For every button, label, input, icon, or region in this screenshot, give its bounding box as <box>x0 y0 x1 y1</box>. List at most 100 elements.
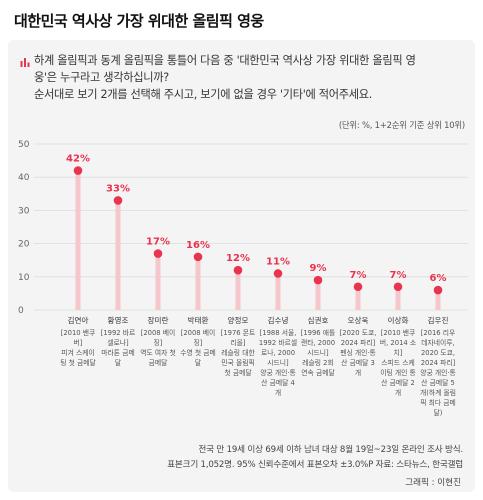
category-description: 달 <box>115 359 121 367</box>
x-tick-label: 황영조 <box>108 315 129 325</box>
category-description: [2010 밴쿠 <box>61 328 96 337</box>
category-description: 시드니] <box>267 358 289 367</box>
category-description: 버, 2014 소 <box>380 338 416 347</box>
category-description: [2008 베이 <box>181 328 216 337</box>
category-description: 달) <box>434 409 443 417</box>
category-description: 수영 첫 금메 <box>180 348 216 357</box>
category-description: 스피드 스케 <box>381 358 414 367</box>
category-description: 치] <box>394 348 403 357</box>
data-label: 9% <box>310 263 327 274</box>
data-label: 6% <box>430 273 447 284</box>
graphic-credit: 그래픽 : 이현진 <box>405 478 461 488</box>
y-tick-label: 40 <box>18 173 30 183</box>
lollipop-stem <box>395 286 401 310</box>
category-description: 산 금메달 5 <box>421 378 455 387</box>
category-description: [1988 서울, <box>260 328 297 337</box>
y-tick-label: 20 <box>18 240 30 250</box>
category-description: 개 <box>275 388 281 397</box>
question-line-3: 순서대로 보기 2개를 선택해 주시고, 보기에 없을 경우 '기타'에 적어주… <box>34 88 372 101</box>
category-description: 이팅 개인 통 <box>380 368 416 377</box>
lollipop-stem <box>275 273 281 310</box>
lollipop-stem <box>115 200 121 310</box>
category-description: 개(하계 올림 <box>420 388 456 397</box>
survey-notes: 전국 만 19세 이상 69세 이하 남녀 대상 8월 19일~23일 온라인 … <box>23 443 463 473</box>
y-tick-label: 30 <box>18 206 30 216</box>
data-label: 33% <box>106 183 130 194</box>
lollipop-stem <box>435 290 441 310</box>
category-description: 연속 금메달 <box>301 369 334 377</box>
category-description: 1992 바르셀 <box>259 338 297 347</box>
category-description: 셀로나] <box>107 338 129 347</box>
category-description: 달 <box>195 359 201 367</box>
x-tick-label: 박태환 <box>188 315 209 325</box>
y-tick-label: 10 <box>18 273 30 283</box>
category-description: 징] <box>194 338 203 347</box>
lollipop-dot <box>273 269 283 278</box>
data-label: 12% <box>226 253 250 264</box>
category-description: 금메달 <box>149 359 168 367</box>
category-description: 2020 도쿄, <box>421 349 455 357</box>
lollipop-stem <box>315 280 321 310</box>
category-description: 팅 첫 금메달 <box>60 358 96 367</box>
category-description: 산 금메달 3 <box>341 358 375 367</box>
category-description: 산 금메달 4 <box>261 378 295 387</box>
question-line-2: 웅'은 누구라고 생각하십니까? <box>34 71 169 84</box>
unit-note: (단위: %, 1+2순위 기준 상위 10위) <box>338 120 465 130</box>
category-description: [1992 바르 <box>101 328 136 337</box>
data-label: 42% <box>66 154 90 165</box>
category-description: 마라톤 금메 <box>101 348 134 357</box>
category-description: [1996 애틀 <box>301 328 336 337</box>
page-title: 대한민국 역사상 가장 위대한 올림픽 영웅 <box>14 12 264 30</box>
category-description: 피겨 스케이 <box>61 348 94 357</box>
lollipop-stem <box>195 256 201 310</box>
category-description: [2010 밴쿠 <box>381 328 416 337</box>
category-description: 징] <box>154 338 163 347</box>
category-description: 레슬링 2회 <box>302 358 334 367</box>
data-label: 16% <box>186 240 210 251</box>
lollipop-stem <box>155 253 161 310</box>
x-tick-label: 양정모 <box>228 315 249 325</box>
category-description: 랜타, 2000 <box>301 338 335 347</box>
data-label: 11% <box>266 256 290 267</box>
lollipop-dot <box>313 275 323 285</box>
survey-question: 하계 올림픽과 동계 올림픽을 통틀어 다음 중 '대한민국 역사상 가장 위대… <box>34 52 464 103</box>
y-tick-label: 0 <box>18 306 24 316</box>
question-line-1: 하계 올림픽과 동계 올림픽을 통틀어 다음 중 '대한민국 역사상 가장 위대… <box>34 54 416 67</box>
lollipop-dot <box>193 252 203 262</box>
bar-chart-icon <box>20 58 30 67</box>
x-tick-label: 심권호 <box>308 315 329 325</box>
x-tick-label: 이상화 <box>388 315 409 325</box>
data-label: 7% <box>350 270 367 281</box>
category-description: 개 <box>395 388 401 397</box>
category-description: [2008 베이 <box>141 328 176 337</box>
x-tick-label: 오상욱 <box>348 315 369 325</box>
y-tick-label: 50 <box>18 140 30 150</box>
category-description: 개 <box>355 368 361 377</box>
chart-card: 하계 올림픽과 동계 올림픽을 통틀어 다음 중 '대한민국 역사상 가장 위대… <box>8 40 475 492</box>
lollipop-dot <box>433 285 443 295</box>
category-description: [2020 도쿄, <box>340 329 377 337</box>
category-description: 양궁 개인·통 <box>260 368 296 377</box>
lollipop-dot <box>393 282 403 292</box>
category-description: 민국 올림픽 <box>221 358 254 367</box>
notes-line-1: 전국 만 19세 이상 69세 이하 남녀 대상 8월 19일~23일 온라인 … <box>198 445 463 455</box>
lollipop-dot <box>153 249 163 258</box>
x-tick-label: 김우진 <box>428 315 449 325</box>
lollipop-dot <box>233 265 243 275</box>
lollipop-stem <box>235 270 241 310</box>
category-description: 버] <box>74 338 83 347</box>
x-tick-label: 장미란 <box>148 315 169 325</box>
lollipop-dot <box>73 166 83 175</box>
category-description: [2016 리우 <box>421 328 456 337</box>
notes-line-2: 표본크기 1,052명. 95% 신뢰수준에서 표본오차 ±3.0%P 자료: … <box>167 460 463 470</box>
category-description: 2024 파리] <box>341 338 376 347</box>
category-description: 펜싱 개인·통 <box>340 348 376 357</box>
category-description: 첫 금메달 <box>224 369 251 377</box>
lollipop-dot <box>353 282 363 292</box>
category-description: 시드니] <box>307 348 329 357</box>
data-label: 7% <box>390 270 407 281</box>
category-description: 2024 파리] <box>421 358 456 367</box>
data-label: 17% <box>146 237 170 248</box>
